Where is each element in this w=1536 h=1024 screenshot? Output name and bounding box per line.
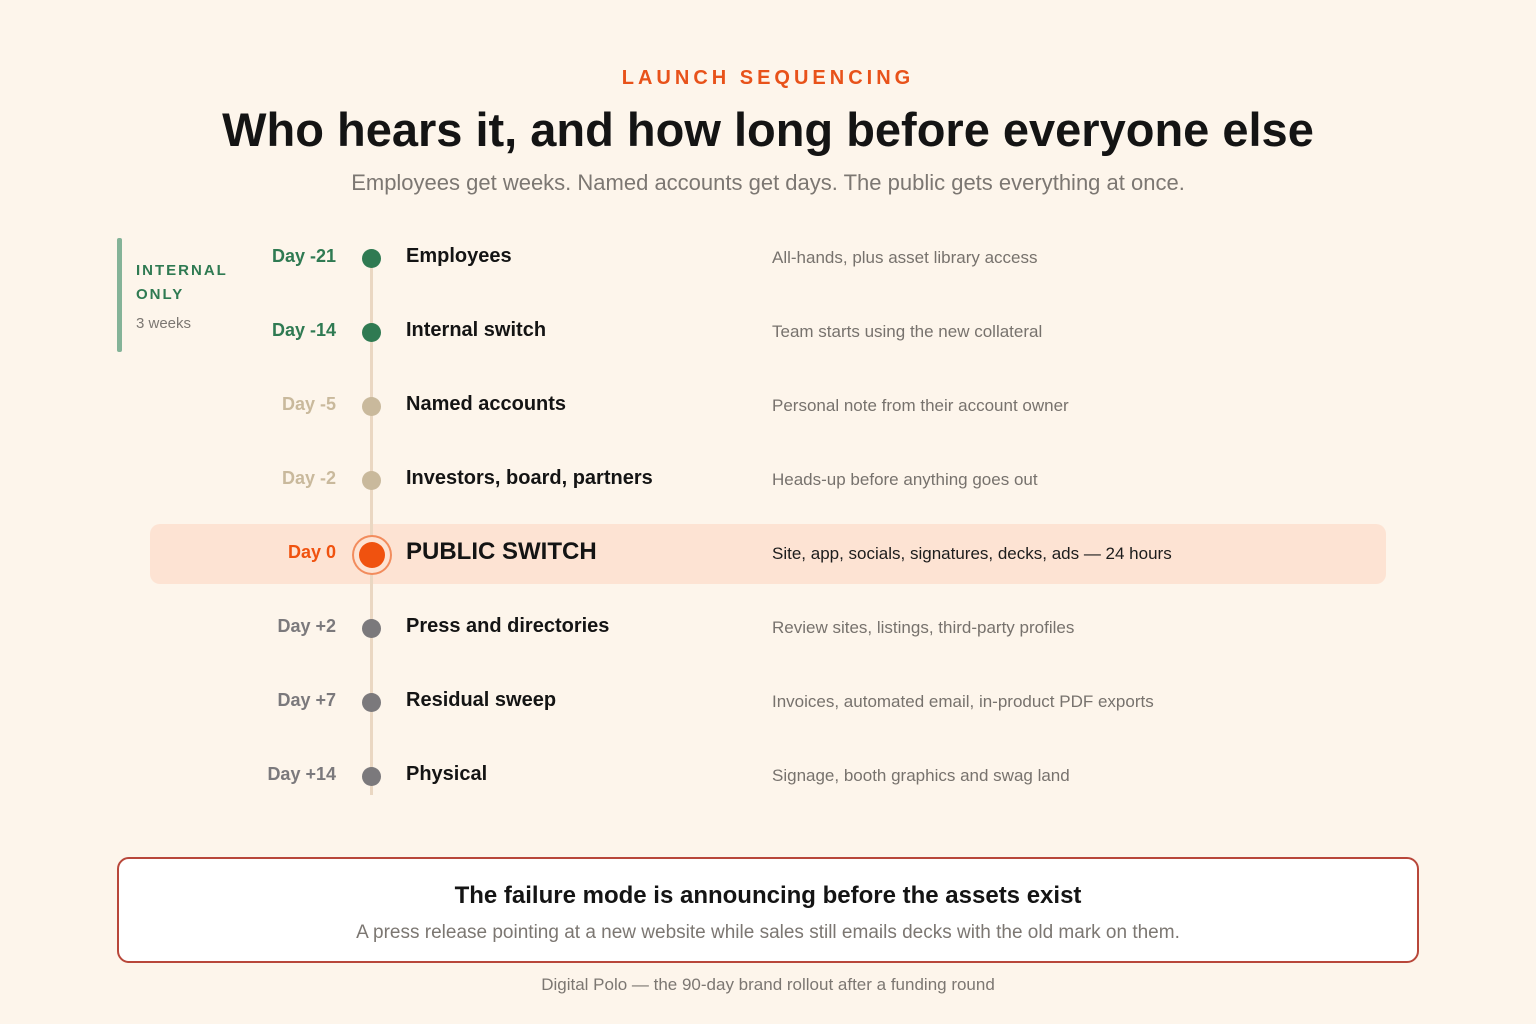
timeline-label: Employees (406, 245, 512, 267)
timeline-description: Signage, booth graphics and swag land (772, 766, 1070, 785)
timeline-day: Day +14 (267, 764, 336, 784)
timeline-dot (362, 397, 381, 416)
timeline-day: Day 0 (287, 542, 336, 562)
timeline-description: Heads-up before anything goes out (772, 470, 1038, 489)
timeline-label: Press and directories (406, 615, 610, 637)
timeline-row: Day -5 Named accounts Personal note from t… (0, 386, 1536, 426)
timeline-description: Invoices, automated email, in-product PD… (772, 692, 1154, 711)
footer-caption: Digital Polo — the 90-day brand rollout … (541, 975, 995, 994)
timeline-row: Day -2 Investors, board, partners Heads-up… (0, 460, 1536, 500)
internal-window-bar (117, 238, 122, 352)
timeline-spine (370, 250, 373, 795)
timeline-description: Team starts using the new collateral (772, 322, 1043, 341)
timeline-dot (362, 693, 381, 712)
timeline-day: Day -5 (281, 394, 336, 414)
timeline-dot (362, 249, 381, 268)
timeline-day: Day +2 (277, 616, 336, 636)
timeline-dot (362, 767, 381, 786)
timeline-day: Day +7 (277, 690, 336, 710)
callout-body: A press release pointing at a new websit… (356, 922, 1180, 943)
timeline-label: Internal switch (406, 319, 547, 341)
eyebrow-label: LAUNCH SEQUENCING (621, 67, 915, 89)
timeline-day: Day -14 (271, 320, 336, 340)
timeline-dot (359, 542, 385, 568)
timeline-day: Day -2 (281, 468, 336, 488)
timeline-description: Personal note from their account owner (772, 396, 1069, 415)
timeline-dot (362, 619, 381, 638)
timeline-description: Review sites, listings, third-party prof… (772, 618, 1075, 637)
timeline-description: Site, app, socials, signatures, decks, a… (772, 544, 1172, 563)
timeline-description: All-hands, plus asset library access (772, 248, 1038, 267)
timeline-row: Day -14 Internal switch Team starts using … (0, 312, 1536, 352)
timeline-day: Day -21 (271, 246, 336, 266)
timeline-dot (362, 323, 381, 342)
timeline-row: Day -21 Employees All-hands, plus asset li… (0, 238, 1536, 278)
timeline-label: Residual sweep (406, 689, 557, 711)
public-switch-highlight (150, 524, 1386, 584)
timeline-row: Day +14 Physical Signage, booth graphics a… (0, 756, 1536, 796)
timeline-row: Day +2 Press and directories Review sites,… (0, 608, 1536, 648)
page-subtitle: Employees get weeks. Named accounts get … (351, 170, 1185, 195)
internal-window-duration: 3 weeks (136, 315, 192, 332)
failure-mode-callout: The failure mode is announcing before th… (117, 857, 1419, 963)
callout-title: The failure mode is announcing before th… (454, 882, 1082, 909)
timeline-label: Investors, board, partners (406, 467, 653, 489)
timeline-label: Named accounts (406, 393, 567, 415)
timeline-row: Day +7 Residual sweep Invoices, automated … (0, 682, 1536, 722)
timeline-label: Physical (406, 763, 488, 785)
timeline-dot (362, 471, 381, 490)
internal-window-label: INTERNAL ONLY (136, 262, 228, 303)
timeline-row: Day 0 PUBLIC SWITCH Site, app, socials, si… (0, 534, 1536, 574)
timeline-label: PUBLIC SWITCH (406, 538, 597, 565)
page-title: Who hears it, and how long before everyo… (222, 103, 1314, 156)
